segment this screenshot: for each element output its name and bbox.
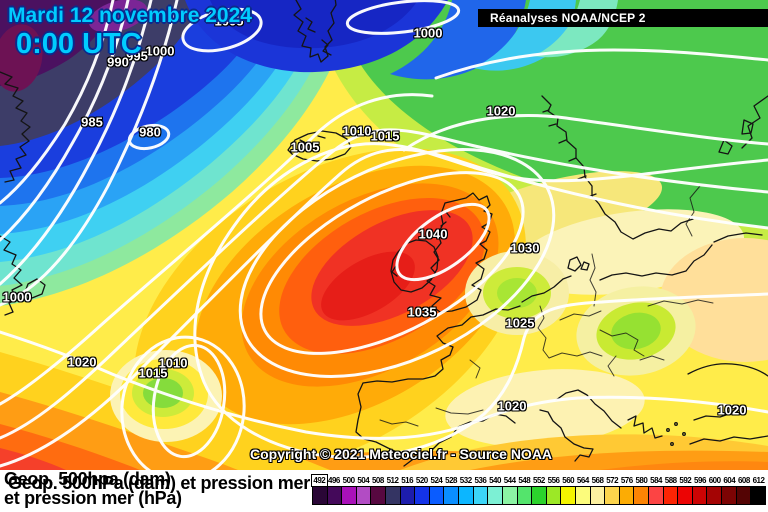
scale-value-label: 528 <box>445 476 458 485</box>
scale-swatch <box>517 487 533 504</box>
caption-line1-over: Geop. 500hPa (dam) et pression mer (hPa) <box>8 473 359 493</box>
scale-swatch <box>429 487 445 504</box>
scale-value-label: 600 <box>708 476 721 485</box>
reanalysis-source-badge: Réanalyses NOAA/NCEP 2 <box>478 9 768 27</box>
date-label: Mardi 12 novembre 2024 <box>8 4 252 27</box>
scale-swatch <box>605 487 620 504</box>
scale-value-label: 584 <box>650 476 662 485</box>
pressure-label: 1005 <box>214 13 244 29</box>
scale-value-label: 552 <box>533 476 545 485</box>
scale-value-label: 496 <box>328 476 340 485</box>
scale-value-label: 604 <box>723 476 736 485</box>
scale-swatch <box>532 487 547 504</box>
scale-value-label: 576 <box>620 476 633 485</box>
scale-value-label: 568 <box>591 476 604 485</box>
caption-line2: et pression mer (hPa) <box>4 488 182 508</box>
scale-swatch <box>678 487 693 504</box>
scale-swatch <box>751 487 765 504</box>
geopotential-colorbar: 492 496 500 504 508 512 516 520 524 528 532 536 540 5… <box>311 474 766 505</box>
time-label: 0:00 UTC <box>16 28 142 60</box>
pressure-label: 990 <box>107 54 129 70</box>
colorbar-swatches-row <box>312 486 766 505</box>
pressure-label: 995 <box>126 48 148 64</box>
scale-value-label: 540 <box>489 476 501 485</box>
scale-value-label: 508 <box>371 476 384 485</box>
scale-value-label: 504 <box>357 476 370 485</box>
scale-value-label: 512 <box>386 476 399 485</box>
pressure-label: 1020 <box>486 103 516 119</box>
scale-swatch <box>313 487 328 504</box>
scale-swatch <box>575 487 591 504</box>
scale-value-label: 544 <box>503 476 516 485</box>
scale-value-label: 608 <box>737 476 750 485</box>
scale-swatch <box>546 487 562 504</box>
scale-swatch <box>561 487 576 504</box>
pressure-label: 1025 <box>505 315 535 331</box>
pressure-label: 1000 <box>2 289 32 305</box>
scale-swatch <box>722 487 737 504</box>
pressure-label: 1035 <box>407 304 437 320</box>
pressure-label: 1020 <box>717 402 747 418</box>
scale-value-label: 588 <box>664 476 677 485</box>
scale-swatch <box>400 487 416 504</box>
pressure-label: 1000 <box>413 25 443 41</box>
scale-value-label: 532 <box>459 476 472 485</box>
pressure-label: 1015 <box>370 128 400 144</box>
scale-swatch <box>386 487 401 504</box>
scale-value-label: 516 <box>401 476 414 485</box>
pressure-label: 1020 <box>67 354 97 370</box>
map-canvas: 1005 1000 1000 995 990 985 980 1005 1010 1015 1020… <box>0 0 768 470</box>
scale-swatch <box>356 487 372 504</box>
scale-value-label: 536 <box>474 476 487 485</box>
pressure-map-svg <box>0 0 768 470</box>
scale-value-label: 520 <box>415 476 428 485</box>
scale-value-label: 564 <box>576 476 589 485</box>
pressure-label: 1040 <box>418 226 448 242</box>
pressure-label: 1015 <box>138 365 168 381</box>
scale-swatch <box>459 487 474 504</box>
scale-value-label: 596 <box>694 476 706 485</box>
scale-swatch <box>342 487 357 504</box>
scale-swatch <box>415 487 430 504</box>
scale-swatch <box>707 487 723 504</box>
scale-swatch <box>649 487 664 504</box>
coastlines <box>0 0 768 467</box>
isobar-contours <box>0 0 768 470</box>
scale-swatch <box>371 487 387 504</box>
scale-value-label: 500 <box>342 476 355 485</box>
pressure-label: 1020 <box>497 398 527 414</box>
scale-value-label: 560 <box>562 476 575 485</box>
caption-line1-under: Geop. 500hpa (dam) <box>4 469 171 489</box>
pressure-label: 1000 <box>145 43 175 59</box>
colorbar-values-row: 492 496 500 504 508 512 516 520 524 528 532 536 540 5… <box>311 474 766 487</box>
scale-value-label: 580 <box>635 476 648 485</box>
scale-value-label: 572 <box>606 476 619 485</box>
pressure-label: 1010 <box>342 123 372 139</box>
scale-swatch <box>473 487 489 504</box>
scale-swatch <box>444 487 460 504</box>
pressure-label: 980 <box>139 124 161 140</box>
scale-swatch <box>619 487 635 504</box>
scale-swatch <box>590 487 606 504</box>
scale-swatch <box>692 487 708 504</box>
scale-value-label: 524 <box>430 476 443 485</box>
pressure-label: 1010 <box>158 355 188 371</box>
pressure-label: 1030 <box>510 240 540 256</box>
scale-value-label: 492 <box>311 474 328 487</box>
scale-swatch <box>634 487 650 504</box>
scale-value-label: 556 <box>547 476 560 485</box>
scale-swatch <box>502 487 518 504</box>
pressure-label: 985 <box>81 114 103 130</box>
scale-swatch <box>488 487 503 504</box>
pressure-label: 1005 <box>290 139 320 155</box>
scale-swatch <box>663 487 679 504</box>
scale-swatch <box>736 487 752 504</box>
copyright-label: Copyright © 2021 Meteociel.fr - Source N… <box>250 446 553 462</box>
caption-panel: Geop. 500hpa (dam) Geop. 500hPa (dam) et… <box>0 469 768 512</box>
scale-swatch <box>327 487 343 504</box>
scale-value-label: 592 <box>679 476 692 485</box>
scale-value-label: 548 <box>518 476 531 485</box>
scale-value-label: 612 <box>752 476 765 485</box>
